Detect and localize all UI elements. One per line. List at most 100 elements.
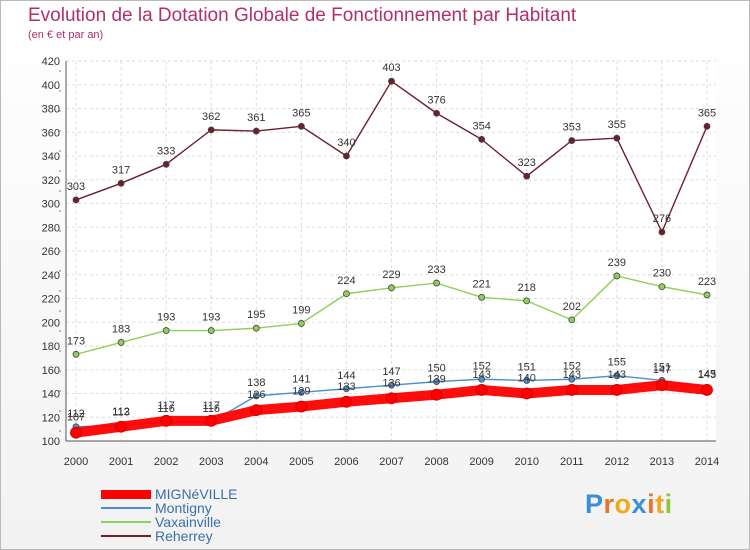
data-label: 112 bbox=[112, 406, 130, 418]
data-point bbox=[568, 137, 576, 144]
data-label: 317 bbox=[112, 164, 130, 176]
data-point bbox=[72, 350, 80, 358]
logo-letter: x bbox=[631, 489, 648, 519]
data-point bbox=[252, 127, 260, 135]
data-point bbox=[478, 293, 486, 301]
y-tick-label: 180 bbox=[42, 341, 60, 353]
data-label: 147 bbox=[382, 366, 400, 378]
data-point bbox=[610, 384, 623, 396]
data-label: 145 bbox=[698, 369, 716, 381]
data-point bbox=[250, 404, 263, 417]
data-point bbox=[207, 126, 215, 134]
data-label: 362 bbox=[202, 111, 220, 123]
chart-title: Evolution de la Dotation Globale de Fonc… bbox=[28, 5, 577, 26]
data-label: 376 bbox=[427, 94, 445, 106]
data-label: 276 bbox=[653, 213, 671, 225]
data-label: 138 bbox=[247, 377, 265, 389]
x-tick-label: 2007 bbox=[379, 456, 403, 468]
legend-label: Reherrey bbox=[155, 528, 213, 544]
data-label: 239 bbox=[608, 257, 626, 269]
data-label: 183 bbox=[112, 323, 130, 335]
data-label: 117 bbox=[202, 400, 220, 412]
logo-letter: t bbox=[655, 489, 665, 519]
data-label: 143 bbox=[608, 369, 626, 381]
y-tick-label: 240 bbox=[42, 270, 60, 282]
data-point bbox=[343, 152, 350, 160]
data-label: 223 bbox=[698, 276, 716, 288]
data-point bbox=[433, 109, 440, 117]
data-label: 143 bbox=[698, 369, 716, 381]
data-label: 126 bbox=[247, 389, 265, 401]
data-label: 107 bbox=[67, 412, 85, 424]
data-point bbox=[343, 385, 350, 393]
data-point bbox=[297, 320, 305, 327]
data-label: 139 bbox=[427, 374, 445, 386]
data-point bbox=[703, 122, 711, 130]
y-tick-label: 140 bbox=[42, 389, 60, 401]
y-tick-label: 380 bbox=[42, 104, 60, 116]
legend-label: MIGNéVILLE bbox=[155, 486, 238, 502]
legend-swatch bbox=[101, 535, 151, 537]
data-label: 230 bbox=[653, 268, 671, 280]
axis-layer: 100 120 140 160 180 200 220 240 260 280 300 320 340 3… bbox=[42, 56, 720, 468]
data-label: 152 bbox=[472, 360, 490, 372]
data-label: 202 bbox=[563, 301, 581, 313]
x-tick-label: 2006 bbox=[334, 456, 358, 468]
data-point bbox=[117, 339, 125, 346]
data-point bbox=[523, 377, 531, 384]
x-tick-label: 2008 bbox=[424, 456, 448, 468]
legend-item: Montigny bbox=[101, 500, 361, 516]
x-tick-label: 2000 bbox=[64, 456, 88, 468]
chart-subtitle: (en € et par an) bbox=[28, 29, 104, 41]
data-label: 116 bbox=[202, 403, 220, 415]
y-tick-label: 300 bbox=[42, 199, 60, 211]
data-point bbox=[340, 395, 353, 408]
data-point bbox=[388, 284, 395, 292]
grid-layer bbox=[66, 60, 716, 442]
y-tick-label: 340 bbox=[42, 151, 60, 163]
data-point bbox=[701, 384, 713, 396]
x-tick-label: 2003 bbox=[199, 456, 223, 468]
data-point bbox=[162, 160, 170, 168]
data-point bbox=[433, 279, 440, 287]
series-layer bbox=[70, 77, 713, 439]
data-point bbox=[475, 384, 488, 396]
data-label: 365 bbox=[698, 107, 716, 119]
logo-letter: i bbox=[647, 489, 656, 519]
y-tick-label: 220 bbox=[42, 294, 60, 306]
y-tick-label: 100 bbox=[42, 436, 60, 448]
y-tick-label: 260 bbox=[42, 246, 60, 258]
data-label: 155 bbox=[608, 357, 626, 369]
logo-letter: i bbox=[664, 489, 673, 519]
data-point bbox=[613, 272, 621, 280]
data-label: 151 bbox=[518, 361, 536, 373]
legend-swatch bbox=[101, 490, 151, 499]
data-point bbox=[568, 316, 576, 324]
legend-swatch bbox=[101, 521, 151, 523]
data-point bbox=[297, 388, 305, 396]
y-tick-label: 280 bbox=[42, 222, 60, 234]
data-label: 140 bbox=[518, 373, 536, 385]
x-tick-label: 2013 bbox=[650, 456, 674, 468]
data-label: 144 bbox=[337, 370, 355, 382]
data-label: 116 bbox=[157, 403, 175, 415]
data-point bbox=[613, 372, 621, 380]
data-point bbox=[565, 384, 578, 396]
logo-letter: o bbox=[614, 489, 632, 519]
data-label: 152 bbox=[563, 360, 581, 372]
x-tick-label: 2005 bbox=[289, 456, 313, 468]
data-point bbox=[207, 327, 215, 334]
data-label: 340 bbox=[337, 137, 355, 149]
data-point bbox=[205, 414, 218, 427]
data-label: 303 bbox=[67, 181, 85, 193]
data-label: 129 bbox=[292, 386, 310, 398]
data-point bbox=[658, 228, 666, 236]
data-point bbox=[656, 379, 668, 392]
data-label: 333 bbox=[157, 145, 175, 157]
data-point bbox=[433, 378, 440, 386]
proxiti-logo: Proxiti bbox=[585, 489, 673, 520]
data-label: 323 bbox=[518, 157, 536, 169]
data-point bbox=[115, 420, 127, 433]
data-label: 193 bbox=[157, 312, 175, 324]
